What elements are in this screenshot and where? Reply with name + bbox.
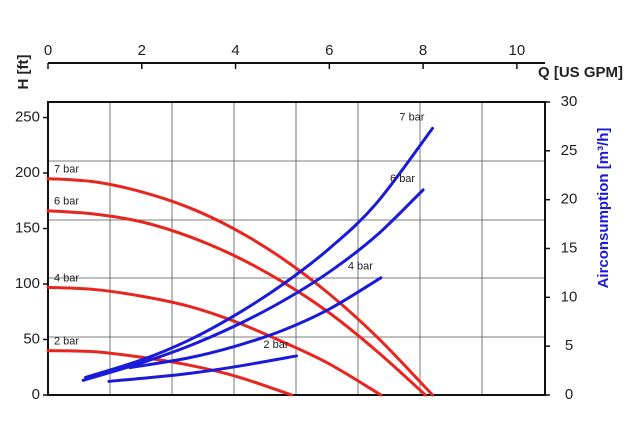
curve-label: 7 bar [399, 111, 424, 123]
y2-tick-label: 0 [565, 386, 573, 403]
x-tick-label: 0 [44, 42, 52, 59]
curve-label: 6 bar [390, 173, 415, 185]
y-tick-label: 0 [32, 386, 40, 403]
y-tick-label: 150 [15, 219, 40, 236]
curve [128, 276, 383, 370]
x-tick-label: 10 [509, 42, 526, 59]
x-tick-label: 8 [419, 42, 427, 59]
curve [107, 354, 298, 383]
grid [48, 102, 545, 395]
curve-label: 4 bar [348, 261, 373, 273]
y2-tick-label: 10 [561, 288, 578, 305]
y2-axis-title: Airconsumption [m³/h] [595, 128, 612, 289]
y-axis-title: H [ft] [15, 55, 32, 90]
curve-label: 2 bar [54, 336, 79, 348]
y-tick-label: 250 [15, 109, 40, 126]
x-tick-label: 2 [138, 42, 146, 59]
y-tick-label: 100 [15, 275, 40, 292]
curve [84, 126, 434, 379]
curve [46, 285, 383, 397]
curve [46, 177, 434, 397]
curve [46, 349, 294, 397]
y2-tick-label: 30 [561, 93, 578, 110]
y2-tick-label: 15 [561, 239, 578, 256]
curve-label: 6 bar [54, 196, 79, 208]
y2-tick-label: 5 [565, 337, 573, 354]
curve-label: 2 bar [263, 339, 288, 351]
y2-tick-label: 25 [561, 142, 578, 159]
curve-label: 4 bar [54, 272, 79, 284]
y-tick-label: 200 [15, 164, 40, 181]
y2-tick-label: 20 [561, 191, 578, 208]
plot-frame [47, 101, 546, 396]
x-tick-label: 4 [231, 42, 239, 59]
x-tick-label: 6 [325, 42, 333, 59]
curve [81, 188, 425, 382]
y-tick-label: 50 [23, 330, 40, 347]
x-axis-title: Q [US GPM] [538, 64, 623, 81]
curve-label: 7 bar [54, 163, 79, 175]
curve [46, 209, 427, 397]
